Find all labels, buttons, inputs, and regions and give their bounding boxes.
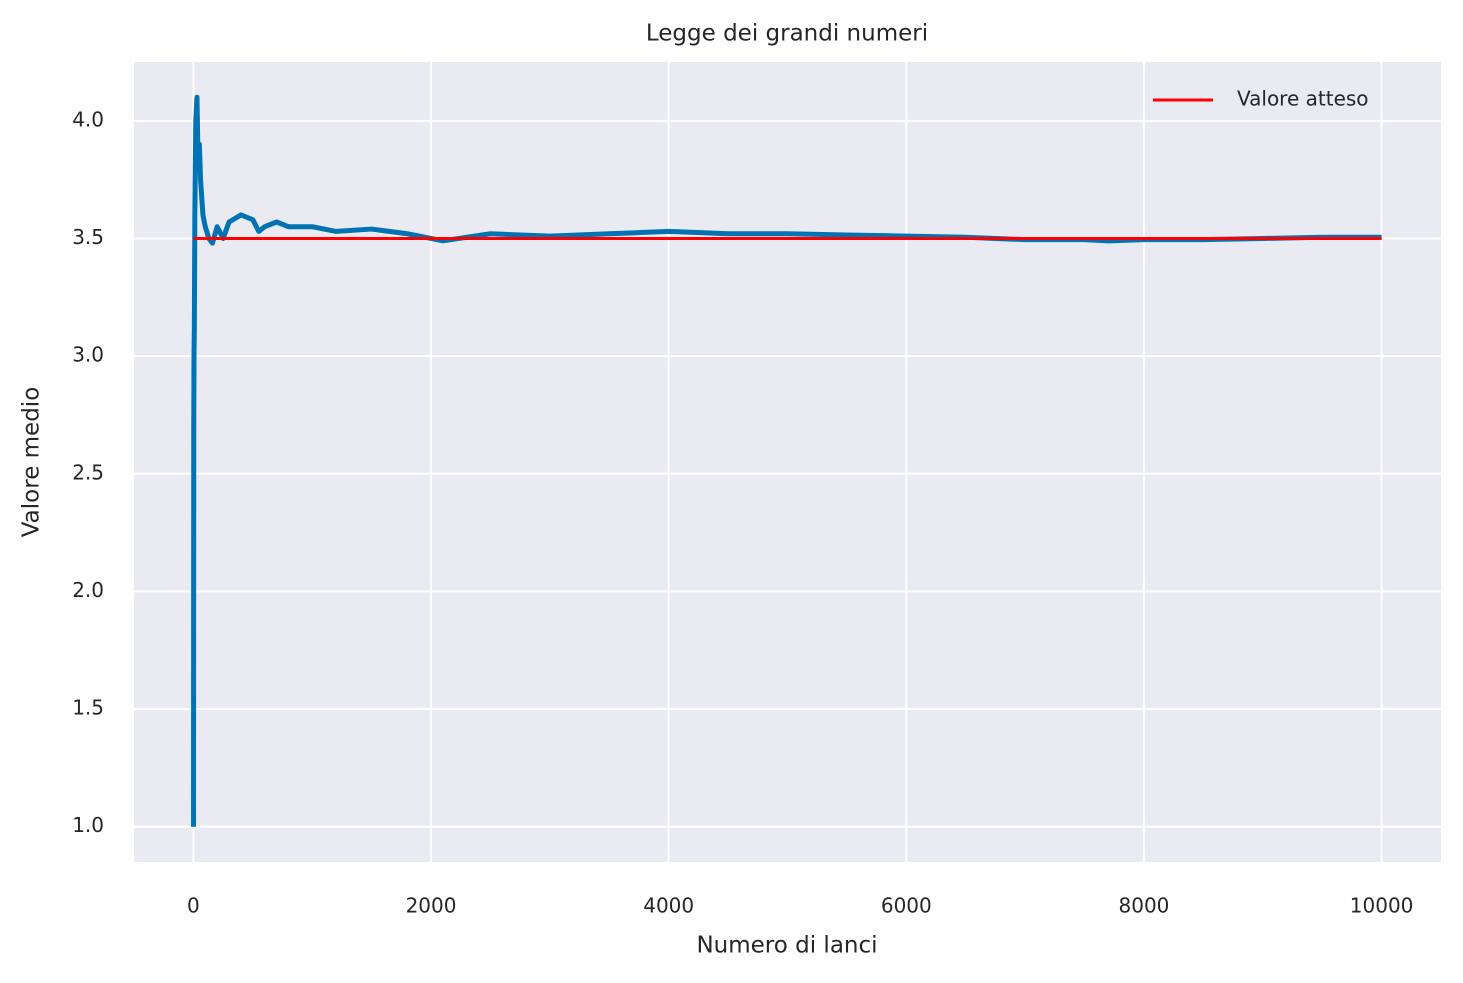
chart-title: Legge dei grandi numeri [646,21,928,47]
y-tick-label: 2.0 [72,578,104,602]
x-axis-label: Numero di lanci [696,933,877,959]
x-tick-label: 8000 [1119,894,1170,918]
x-tick-label: 4000 [643,894,694,918]
y-tick-label: 2.5 [72,460,104,484]
x-tick-label: 0 [187,894,200,918]
y-tick-label: 3.0 [72,343,104,367]
y-tick-label: 1.5 [72,696,104,720]
legend-label: Valore atteso [1237,87,1369,111]
plot-area [134,62,1441,862]
y-tick-label: 3.5 [72,225,104,249]
y-tick-label: 4.0 [72,107,104,131]
x-tick-label: 2000 [406,894,457,918]
y-tick-label: 1.0 [72,813,104,837]
x-tick-label: 6000 [881,894,932,918]
y-axis-label: Valore medio [19,387,45,538]
x-tick-label: 10000 [1350,894,1414,918]
